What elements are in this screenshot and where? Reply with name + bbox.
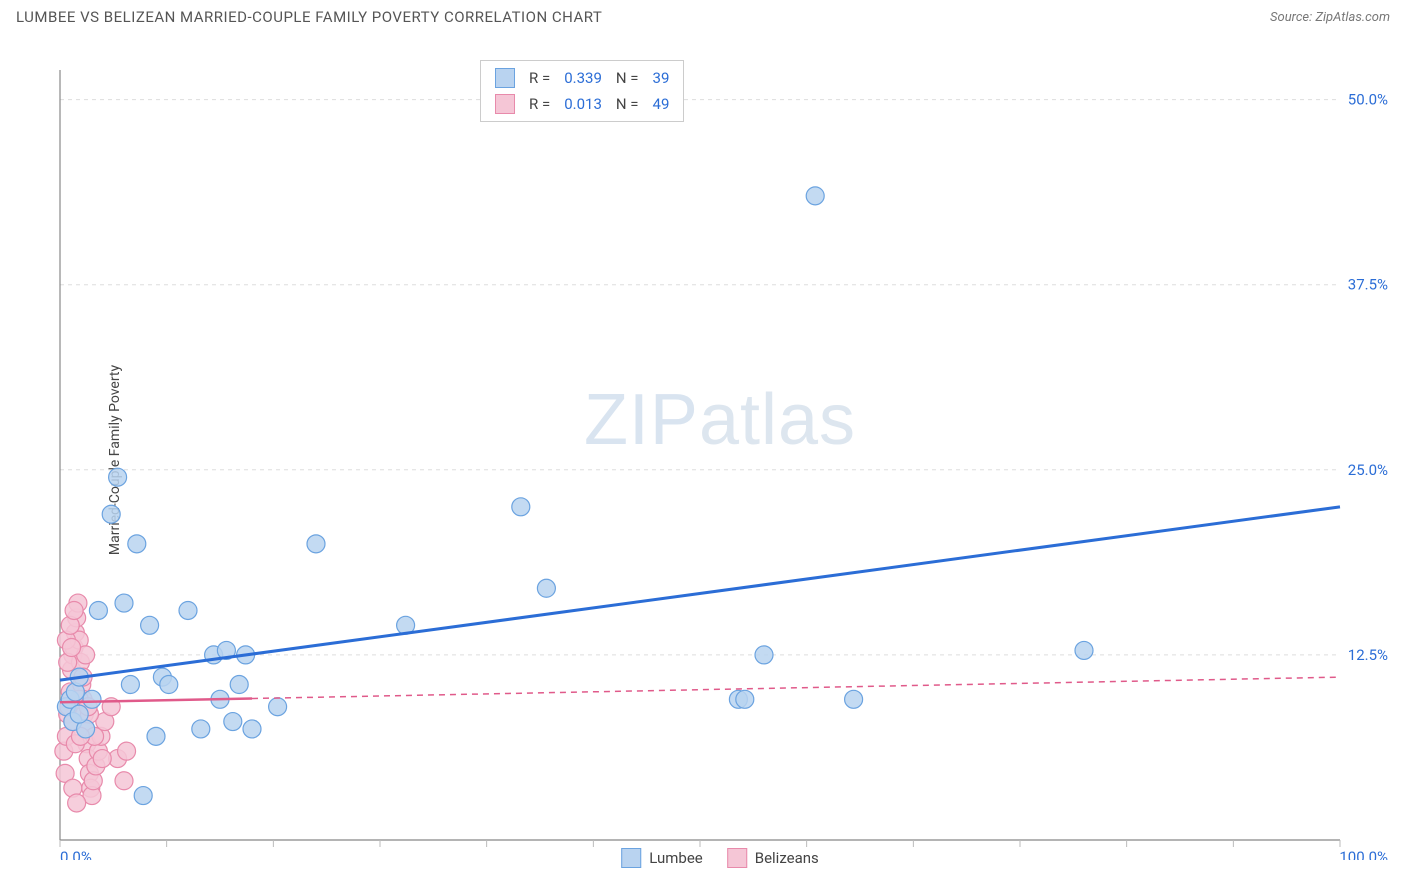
r-label: R = — [529, 69, 550, 87]
n-value-lumbee: 39 — [653, 69, 670, 87]
svg-text:12.5%: 12.5% — [1348, 646, 1388, 664]
svg-text:50.0%: 50.0% — [1348, 91, 1388, 109]
swatch-belizeans — [495, 94, 515, 114]
chart-source: Source: ZipAtlas.com — [1270, 10, 1390, 25]
n-label: N = — [616, 95, 639, 113]
swatch-lumbee — [495, 68, 515, 88]
legend-label-belizeans: Belizeans — [755, 849, 819, 867]
source-label: Source: — [1270, 10, 1312, 25]
legend-label-lumbee: Lumbee — [649, 849, 703, 867]
chart-title: LUMBEE VS BELIZEAN MARRIED-COUPLE FAMILY… — [16, 8, 602, 26]
legend-swatch-belizeans — [727, 848, 747, 868]
r-label: R = — [529, 95, 550, 113]
r-value-lumbee: 0.339 — [564, 69, 602, 87]
svg-text:37.5%: 37.5% — [1348, 276, 1388, 294]
legend-item-belizeans: Belizeans — [727, 848, 819, 868]
legend-swatch-lumbee — [621, 848, 641, 868]
n-value-belizeans: 49 — [653, 95, 670, 113]
stat-row-lumbee: R = 0.339 N = 39 — [481, 65, 683, 91]
r-value-belizeans: 0.013 — [564, 95, 602, 113]
chart-header: LUMBEE VS BELIZEAN MARRIED-COUPLE FAMILY… — [0, 0, 1406, 30]
svg-text:0.0%: 0.0% — [60, 848, 92, 860]
svg-text:25.0%: 25.0% — [1348, 461, 1388, 479]
n-label: N = — [616, 69, 639, 87]
legend: Lumbee Belizeans — [621, 848, 819, 868]
svg-text:100.0%: 100.0% — [1339, 848, 1388, 860]
correlation-stat-box: R = 0.339 N = 39 R = 0.013 N = 49 — [480, 60, 684, 122]
scatter-plot-svg: 12.5% 25.0% 37.5% 50.0% 0.0% 100.0% — [50, 60, 1390, 860]
chart-area: Married-Couple Family Poverty ZIPatlas 1… — [50, 60, 1390, 860]
stat-row-belizeans: R = 0.013 N = 49 — [481, 91, 683, 117]
source-name: ZipAtlas.com — [1315, 10, 1390, 25]
legend-item-lumbee: Lumbee — [621, 848, 703, 868]
